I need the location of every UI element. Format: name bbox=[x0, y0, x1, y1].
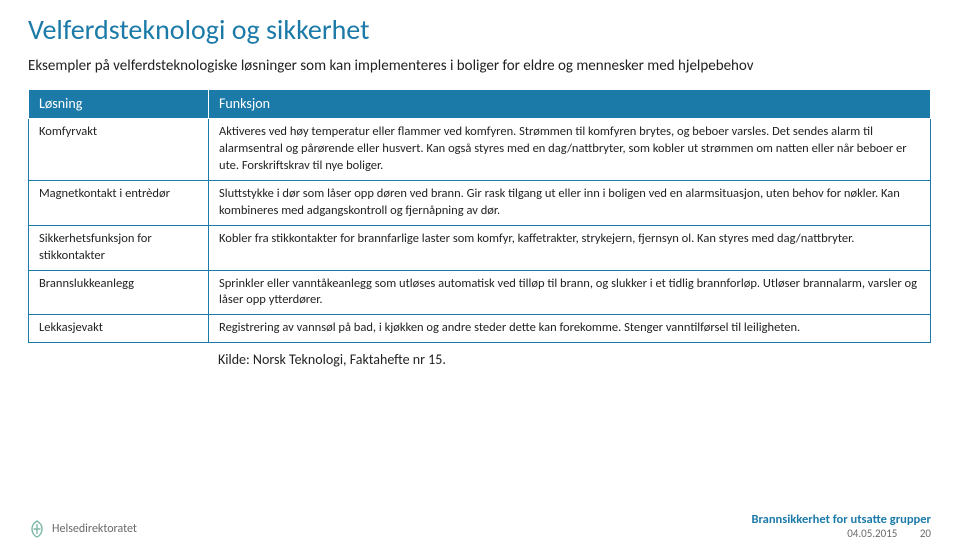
solutions-table: Løsning Funksjon Komfyrvakt Aktiveres ve… bbox=[28, 89, 931, 344]
footer-right: Brannsikkerhet for utsatte grupper 04.05… bbox=[751, 512, 931, 540]
cell-solution: Sikkerhetsfunksjon for stikkontakter bbox=[29, 225, 209, 270]
source-line: Kilde: Norsk Teknologi, Faktahefte nr 15… bbox=[28, 351, 931, 368]
table-header-left: Løsning bbox=[29, 89, 209, 119]
slide-footer: Helsedirektoratet Brannsikkerhet for uts… bbox=[0, 502, 959, 542]
table-header-right: Funksjon bbox=[209, 89, 931, 119]
table-row: Lekkasjevakt Registrering av vannsøl på … bbox=[29, 315, 931, 343]
cell-solution: Lekkasjevakt bbox=[29, 315, 209, 343]
table-row: Magnetkontakt i entrèdør Sluttstykke i d… bbox=[29, 181, 931, 226]
table-row: Sikkerhetsfunksjon for stikkontakter Kob… bbox=[29, 225, 931, 270]
footer-page-number: 20 bbox=[920, 527, 931, 540]
logo: Helsedirektoratet bbox=[28, 520, 137, 538]
footer-date: 04.05.2015 bbox=[847, 527, 897, 540]
cell-solution: Magnetkontakt i entrèdør bbox=[29, 181, 209, 226]
footer-title: Brannsikkerhet for utsatte grupper bbox=[751, 512, 931, 527]
footer-meta: 04.05.2015 20 bbox=[751, 527, 931, 540]
cell-function: Sluttstykke i dør som låser opp døren ve… bbox=[209, 181, 931, 226]
page-subtitle: Eksempler på velferdsteknologiske løsnin… bbox=[28, 57, 931, 77]
cell-function: Sprinkler eller vanntåkeanlegg som utløs… bbox=[209, 270, 931, 315]
table-row: Brannslukkeanlegg Sprinkler eller vanntå… bbox=[29, 270, 931, 315]
page-title: Velferdsteknologi og sikkerhet bbox=[28, 12, 931, 47]
cell-function: Registrering av vannsøl på bad, i kjøkke… bbox=[209, 315, 931, 343]
cell-solution: Komfyrvakt bbox=[29, 119, 209, 181]
logo-icon bbox=[28, 520, 46, 538]
cell-function: Kobler fra stikkontakter for brannfarlig… bbox=[209, 225, 931, 270]
table-row: Komfyrvakt Aktiveres ved høy temperatur … bbox=[29, 119, 931, 181]
cell-function: Aktiveres ved høy temperatur eller flamm… bbox=[209, 119, 931, 181]
logo-text: Helsedirektoratet bbox=[52, 522, 137, 536]
cell-solution: Brannslukkeanlegg bbox=[29, 270, 209, 315]
